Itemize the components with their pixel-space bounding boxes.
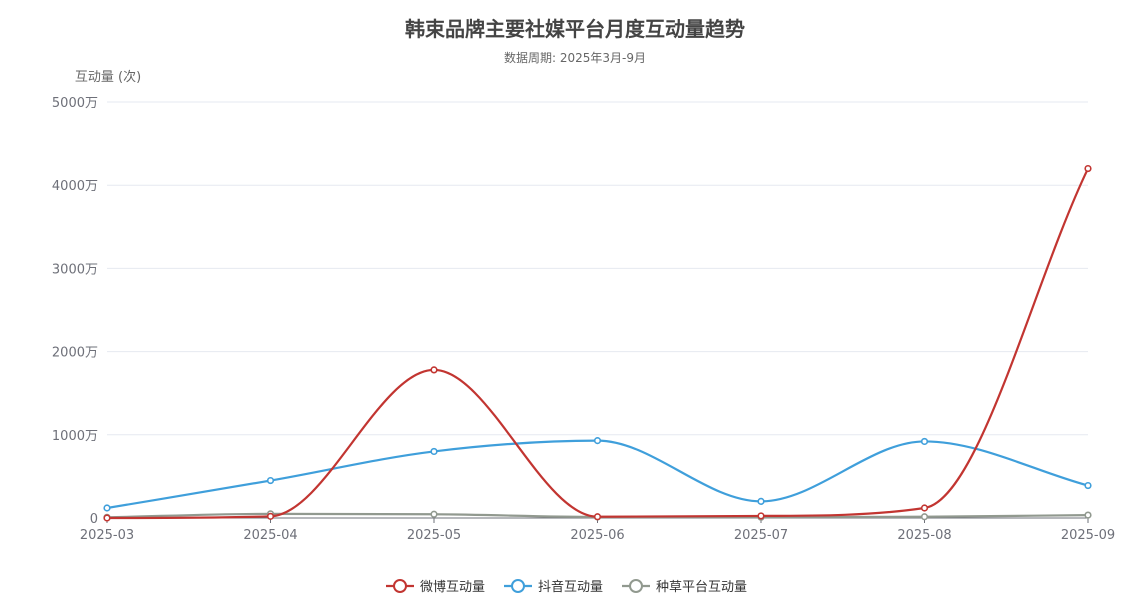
y-tick-label: 5000万 bbox=[52, 96, 98, 111]
data-point bbox=[103, 514, 111, 522]
data-point bbox=[920, 504, 929, 512]
data-point bbox=[757, 497, 765, 505]
y-tick-label: 2000万 bbox=[52, 346, 98, 361]
data-point bbox=[1084, 511, 1092, 519]
data-point bbox=[757, 512, 765, 520]
y-tick-label: 1000万 bbox=[52, 429, 98, 444]
series-lines bbox=[106, 168, 1089, 520]
series-line bbox=[106, 168, 1089, 520]
grid-lines bbox=[107, 101, 1088, 436]
x-tick-label: 2025-07 bbox=[734, 528, 788, 543]
legend-label: 抖音互动量 bbox=[538, 579, 603, 595]
data-point bbox=[1084, 481, 1092, 490]
legend-marker bbox=[393, 579, 407, 593]
data-points bbox=[103, 164, 1092, 522]
data-point bbox=[920, 437, 929, 446]
legend-label: 种草平台互动量 bbox=[656, 580, 747, 595]
y-tick-label: 3000万 bbox=[52, 262, 98, 277]
y-tick-label: 0 bbox=[90, 512, 98, 527]
data-point bbox=[920, 513, 929, 521]
data-point bbox=[430, 510, 438, 518]
x-tick-label: 2025-04 bbox=[243, 528, 297, 543]
legend-marker bbox=[511, 579, 525, 593]
data-point bbox=[103, 504, 111, 512]
legend: 微博互动量 抖音互动量 种草平台互动量 bbox=[386, 579, 747, 595]
legend-item: 微博互动量 bbox=[386, 579, 485, 595]
x-tick-label: 2025-06 bbox=[570, 528, 624, 543]
data-point bbox=[266, 476, 275, 485]
x-tick-label: 2025-03 bbox=[80, 528, 134, 543]
legend-label: 微博互动量 bbox=[420, 580, 485, 595]
x-tick-label: 2025-08 bbox=[897, 528, 951, 543]
data-point bbox=[1084, 164, 1092, 173]
y-tick-label: 4000万 bbox=[52, 179, 98, 194]
legend-item: 种草平台互动量 bbox=[622, 579, 747, 595]
y-axis-label: 互动量 (次) bbox=[75, 69, 141, 85]
chart-title: 韩束品牌主要社媒平台月度互动量趋势 bbox=[405, 17, 745, 41]
series-line bbox=[106, 439, 1089, 510]
x-tick-label: 2025-09 bbox=[1061, 528, 1115, 543]
axes: 0 1000万 2000万 3000万 4000万 5000万 2025-03 2025-04… bbox=[52, 96, 1115, 543]
data-point bbox=[430, 447, 438, 456]
data-point bbox=[593, 437, 602, 445]
data-point bbox=[593, 513, 602, 521]
chart-subtitle: 数据周期: 2025年3月-9月 bbox=[504, 50, 646, 65]
data-point bbox=[266, 512, 275, 520]
legend-marker bbox=[629, 579, 643, 593]
x-tick-label: 2025-05 bbox=[407, 528, 461, 543]
legend-item: 抖音互动量 bbox=[504, 579, 603, 595]
data-point bbox=[430, 366, 438, 374]
